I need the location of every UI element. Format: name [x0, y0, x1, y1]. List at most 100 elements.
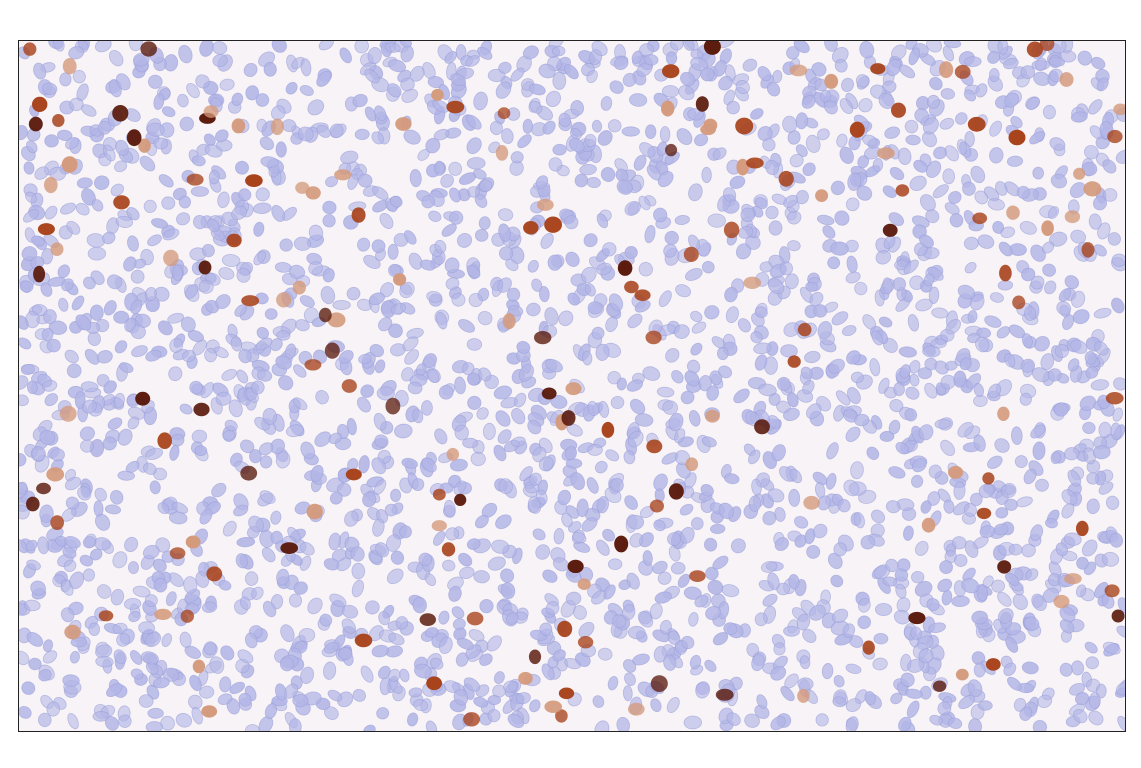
- nucleus-positive: [354, 633, 373, 648]
- nucleus-negative: [984, 315, 1002, 328]
- nucleus-negative: [497, 208, 514, 222]
- nucleus-negative: [565, 251, 580, 267]
- nucleus-negative: [664, 230, 679, 245]
- nucleus-negative: [794, 534, 807, 548]
- nucleus-negative: [760, 560, 778, 573]
- nucleus-negative: [510, 151, 524, 164]
- nucleus-negative: [845, 663, 862, 674]
- nucleus-negative: [704, 305, 720, 320]
- nucleus-negative: [850, 371, 864, 384]
- nucleus-negative: [191, 155, 206, 167]
- nucleus-negative: [558, 310, 574, 327]
- nucleus-positive: [955, 668, 969, 681]
- nucleus-negative: [705, 566, 719, 581]
- nucleus-negative: [354, 128, 370, 141]
- nucleus-negative: [638, 195, 651, 211]
- nucleus-negative: [344, 510, 359, 527]
- nucleus-negative: [338, 350, 354, 364]
- nucleus-negative: [973, 382, 985, 398]
- nucleus-negative: [545, 90, 561, 108]
- nucleus-negative: [666, 697, 680, 713]
- nucleus-negative: [665, 347, 680, 363]
- nucleus-negative: [1072, 309, 1090, 325]
- nucleus-negative: [845, 426, 861, 443]
- nucleus-negative: [409, 169, 422, 188]
- nucleus-negative: [821, 663, 834, 680]
- nucleus-negative: [704, 659, 717, 672]
- nucleus-negative: [649, 602, 663, 620]
- nucleus-negative: [567, 292, 580, 306]
- nucleus-negative: [184, 283, 199, 299]
- nucleus-negative: [661, 85, 680, 98]
- nucleus-negative: [989, 120, 1003, 137]
- nucleus-negative: [878, 316, 893, 328]
- nucleus-positive: [193, 402, 210, 417]
- nucleus-negative: [721, 584, 740, 598]
- nucleus-negative: [233, 504, 249, 517]
- nucleus-negative: [633, 154, 647, 171]
- nucleus-negative: [319, 613, 333, 627]
- nucleus-negative: [800, 366, 813, 380]
- nucleus-negative: [44, 205, 58, 220]
- nucleus-positive: [544, 700, 562, 713]
- nucleus-negative: [236, 369, 249, 384]
- nucleus-positive: [306, 503, 323, 520]
- nucleus-negative: [60, 202, 76, 215]
- nucleus-negative: [845, 197, 860, 212]
- nucleus-positive: [497, 107, 511, 120]
- nucleus-negative: [680, 390, 695, 405]
- nucleus-negative: [322, 267, 335, 283]
- nucleus-negative: [374, 359, 386, 374]
- nucleus-negative: [322, 200, 337, 215]
- nucleus-negative: [548, 157, 563, 172]
- nucleus-negative: [687, 234, 701, 251]
- nucleus-negative: [670, 41, 684, 51]
- nucleus-negative: [356, 396, 372, 413]
- nucleus-negative: [19, 539, 28, 554]
- nucleus-negative: [379, 213, 394, 229]
- nucleus-negative: [507, 713, 525, 728]
- nucleus-negative: [629, 398, 646, 415]
- nucleus-negative: [629, 93, 648, 107]
- nucleus-negative: [117, 428, 133, 446]
- nucleus-negative: [418, 552, 433, 567]
- nucleus-negative: [228, 399, 243, 418]
- nucleus-negative: [1032, 166, 1045, 180]
- nucleus-negative: [495, 410, 511, 427]
- nucleus-negative: [477, 311, 493, 326]
- nucleus-negative: [479, 653, 493, 667]
- nucleus-negative: [992, 220, 1005, 234]
- nucleus-negative: [552, 143, 567, 156]
- nucleus-negative: [1014, 455, 1028, 469]
- nucleus-negative: [642, 550, 653, 566]
- nucleus-negative: [904, 408, 918, 422]
- nucleus-negative: [587, 443, 603, 456]
- nucleus-negative: [1001, 482, 1017, 499]
- nucleus-negative: [19, 706, 32, 719]
- nucleus-positive: [245, 174, 263, 188]
- nucleus-negative: [573, 541, 591, 553]
- nucleus-negative: [783, 625, 800, 637]
- nucleus-negative: [482, 422, 496, 441]
- nucleus-negative: [387, 243, 399, 260]
- nucleus-negative: [884, 126, 901, 139]
- nucleus-negative: [658, 290, 672, 308]
- nucleus-negative: [629, 533, 644, 548]
- nucleus-positive: [154, 608, 172, 621]
- nucleus-negative: [199, 508, 213, 525]
- nucleus-negative: [730, 538, 746, 554]
- nucleus-negative: [805, 281, 819, 292]
- nucleus-negative: [414, 663, 432, 679]
- nucleus-positive: [324, 342, 340, 359]
- nucleus-negative: [1093, 307, 1112, 319]
- nucleus-negative: [60, 607, 75, 623]
- nucleus-negative: [894, 568, 909, 582]
- nucleus-negative: [1112, 407, 1123, 422]
- nucleus-negative: [371, 644, 390, 658]
- nucleus-negative: [1077, 50, 1093, 66]
- nucleus-negative: [905, 386, 920, 400]
- nucleus-negative: [1093, 195, 1107, 211]
- nucleus-negative: [904, 119, 919, 134]
- nucleus-negative: [25, 539, 38, 552]
- nucleus-positive: [385, 397, 401, 415]
